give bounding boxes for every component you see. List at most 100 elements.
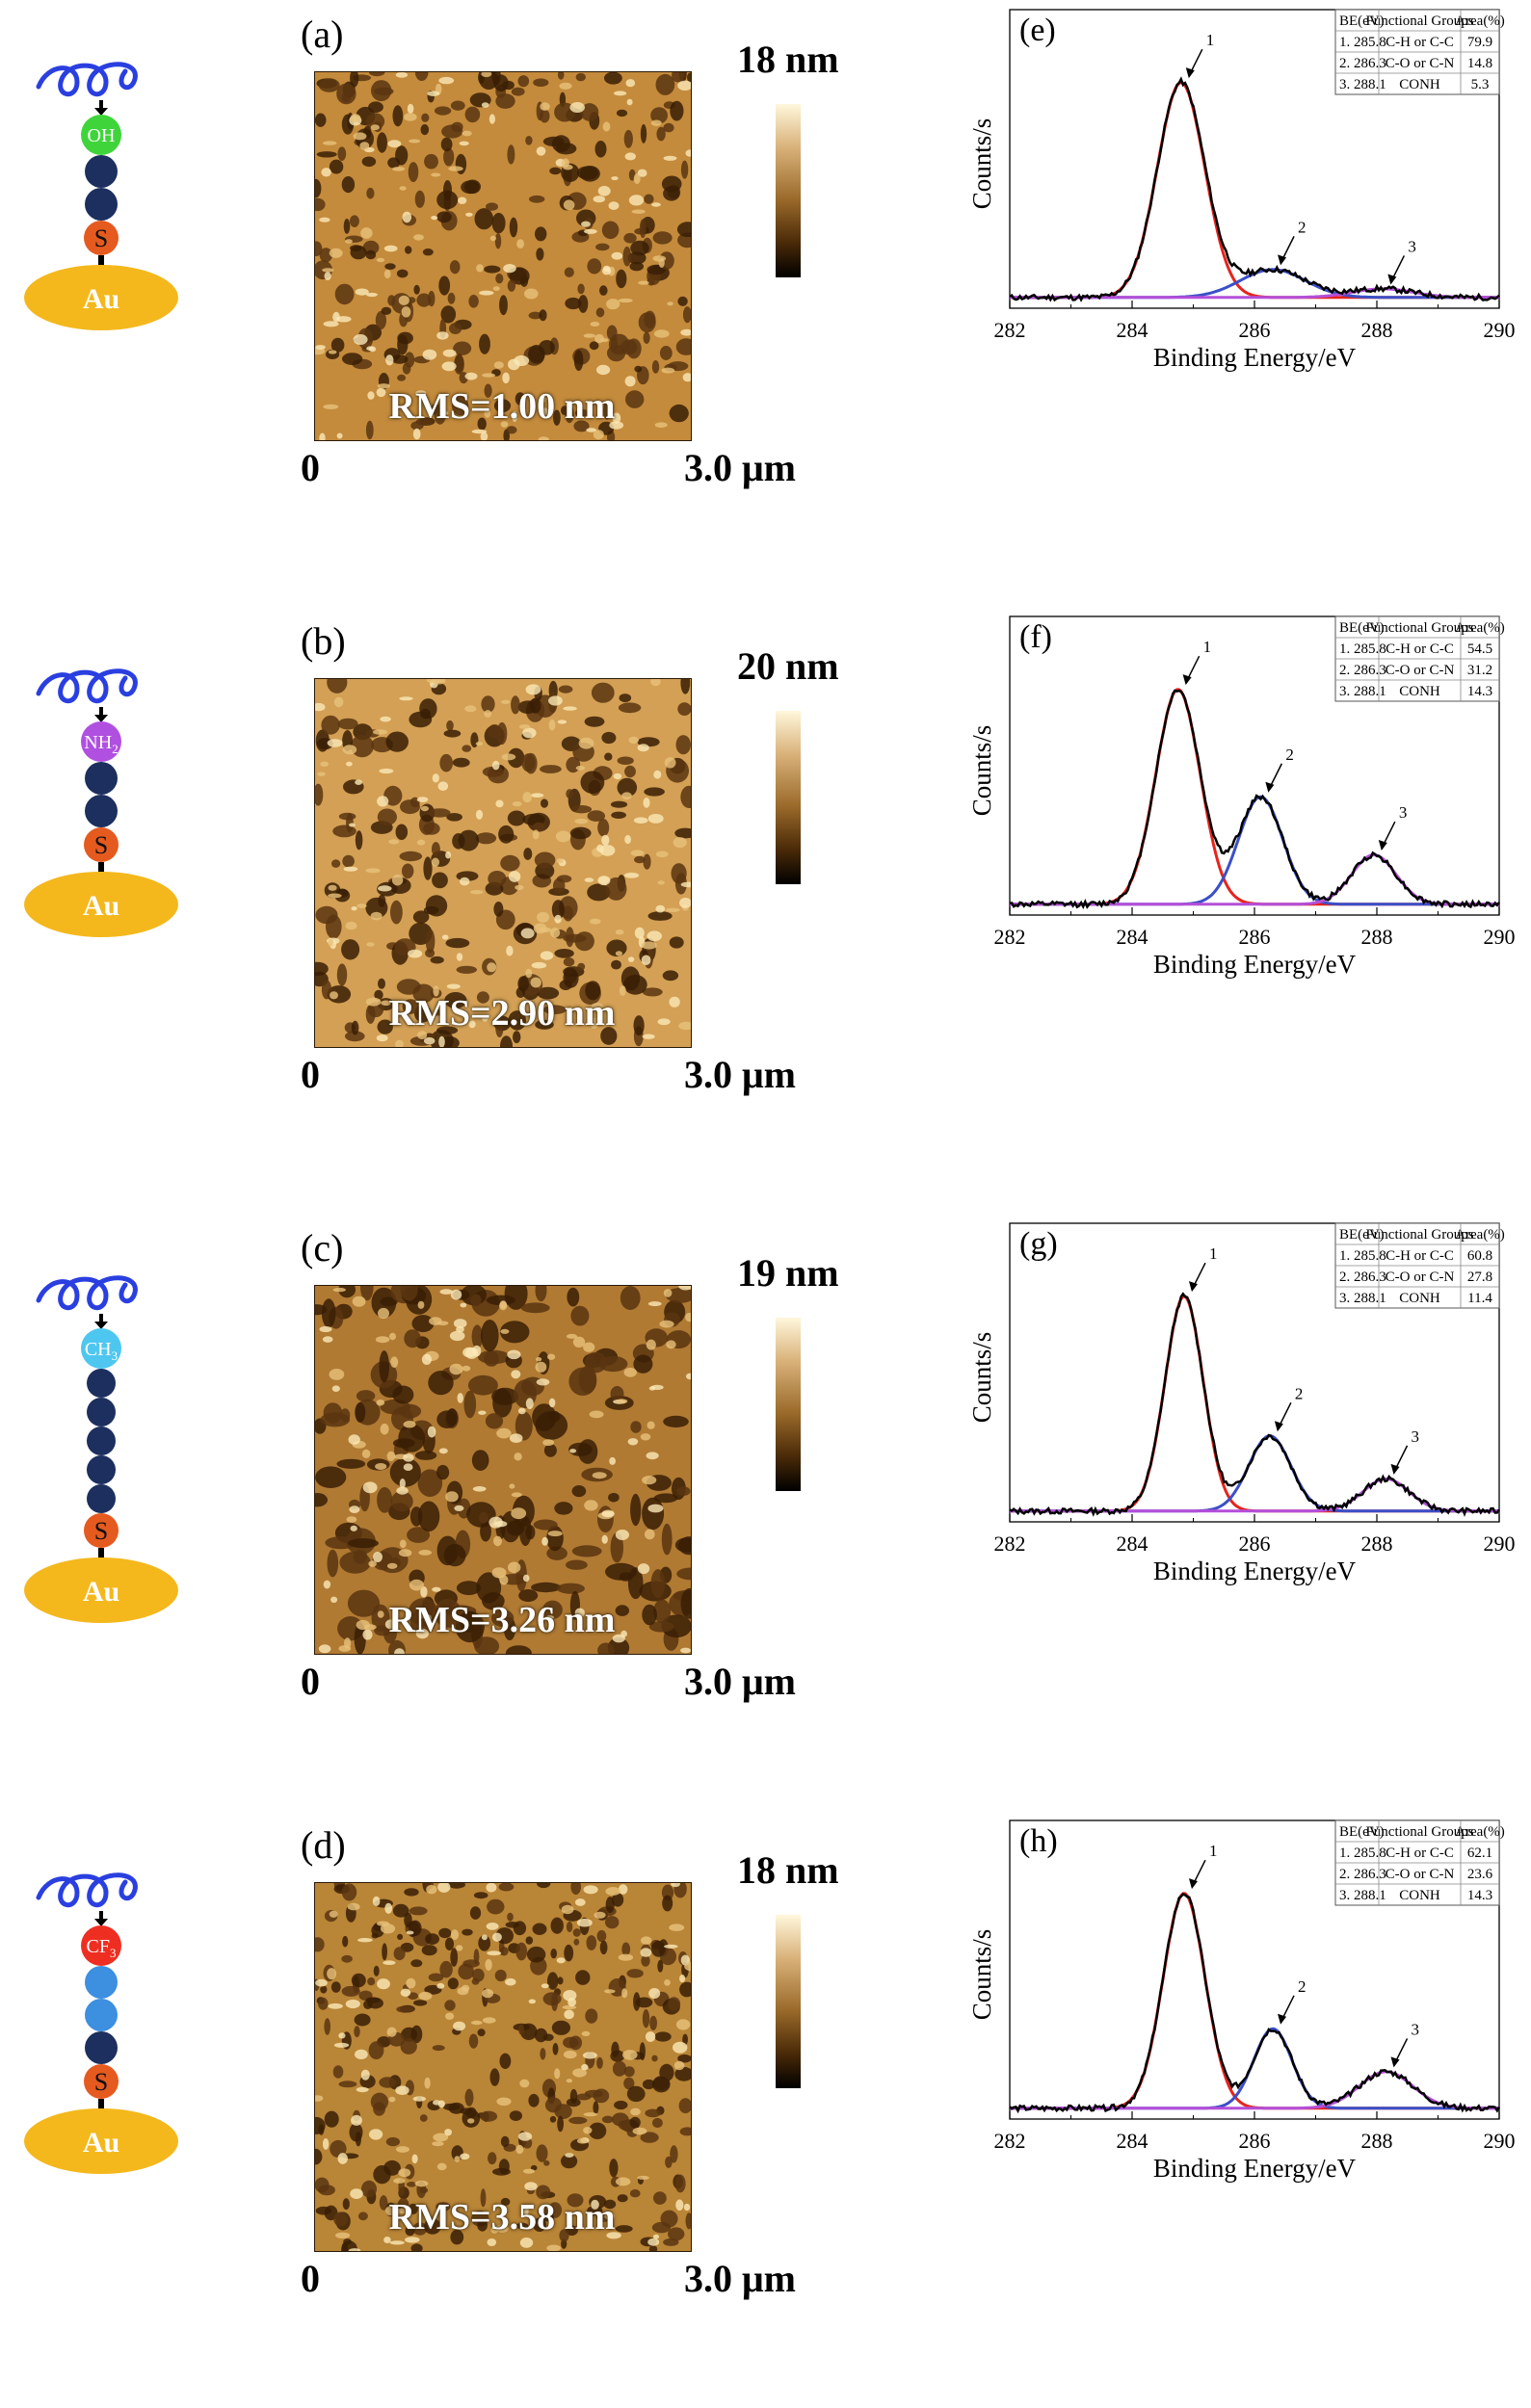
afm-peak xyxy=(547,1531,563,1537)
afm-peak xyxy=(641,955,651,966)
afm-peak xyxy=(355,288,369,296)
afm-pit xyxy=(414,1451,437,1460)
afm-pit xyxy=(447,1977,459,1990)
arrow-stem xyxy=(99,1314,103,1323)
afm-pit xyxy=(647,911,673,921)
table-cell: Area(%) xyxy=(1455,13,1505,29)
afm-pit xyxy=(662,970,679,982)
afm-peak xyxy=(432,1586,441,1592)
afm-peak xyxy=(499,1575,509,1585)
afm-pit xyxy=(594,141,607,158)
table-cell: 60.8 xyxy=(1467,1248,1492,1264)
afm-pit xyxy=(665,1288,691,1303)
afm-peak xyxy=(465,212,473,217)
afm-peak xyxy=(315,348,326,355)
afm-peak xyxy=(575,766,586,771)
afm-peak xyxy=(655,904,666,913)
afm-peak xyxy=(486,1923,499,1930)
afm-pit xyxy=(587,258,602,275)
head-group-circle xyxy=(81,1925,121,1966)
afm-pit xyxy=(462,1959,480,1968)
afm-pit xyxy=(507,279,516,292)
afm-pit xyxy=(669,404,689,423)
afm-pit xyxy=(378,978,385,989)
afm-peak xyxy=(476,264,484,273)
afm-peak xyxy=(627,1438,639,1446)
afm-pit xyxy=(481,695,495,713)
afm-peak xyxy=(396,1486,409,1495)
afm-peak xyxy=(417,1300,425,1309)
afm-peak xyxy=(384,2206,397,2216)
afm-pit xyxy=(578,1365,597,1394)
afm-peak xyxy=(401,306,411,318)
fit-peak-1 xyxy=(1010,1295,1499,1513)
afm-peak xyxy=(645,2031,656,2042)
afm-peak xyxy=(450,1289,462,1300)
afm-peak xyxy=(615,951,622,956)
afm-peak xyxy=(377,383,390,389)
afm-pit xyxy=(572,1928,581,1937)
fit-peak-2 xyxy=(1010,1434,1499,1513)
afm-peak xyxy=(642,1476,657,1485)
afm-pit xyxy=(438,1927,452,1939)
afm-pit xyxy=(365,420,374,440)
afm-pit xyxy=(392,1385,414,1404)
envelope-spectrum-line xyxy=(1009,1292,1501,1517)
chain-bead xyxy=(85,188,118,221)
afm-pit xyxy=(559,980,572,990)
chain-bead xyxy=(87,1369,116,1398)
head-group-label: CH3 xyxy=(85,1339,118,1363)
afm-pit xyxy=(315,2148,323,2165)
afm-peak xyxy=(387,140,402,148)
table-cell: 14.3 xyxy=(1467,1888,1492,1903)
afm-pit xyxy=(669,936,684,949)
afm-pit xyxy=(544,2097,563,2113)
afm-pit xyxy=(663,122,674,133)
afm-peak xyxy=(642,1034,655,1039)
afm-topography-image xyxy=(314,1285,692,1655)
afm-peak xyxy=(641,941,657,950)
afm-peak xyxy=(657,1018,671,1026)
afm-pit xyxy=(655,73,675,95)
afm-peak xyxy=(522,727,537,739)
afm-pit xyxy=(439,753,453,772)
afm-peak xyxy=(403,113,417,121)
afm-pit xyxy=(604,72,622,85)
afm-pit xyxy=(601,731,617,745)
afm-peak xyxy=(596,364,611,376)
height-colorbar xyxy=(776,711,801,884)
afm-peak xyxy=(412,2096,426,2102)
afm-pit xyxy=(542,1600,563,1619)
afm-pit xyxy=(479,2110,498,2122)
afm-pit xyxy=(321,1298,336,1328)
afm-peak xyxy=(540,951,554,960)
afm-peak xyxy=(515,2144,524,2155)
afm-peak xyxy=(376,1400,385,1406)
afm-pit xyxy=(417,1469,443,1497)
afm-pit xyxy=(343,219,351,234)
rms-label: RMS=2.90 nm xyxy=(388,993,616,1034)
afm-peak xyxy=(566,2079,573,2083)
afm-peak xyxy=(353,132,367,141)
afm-pit xyxy=(674,2066,691,2081)
afm-pit xyxy=(668,2227,685,2241)
afm-pit xyxy=(407,1527,431,1543)
rms-label: RMS=3.58 nm xyxy=(388,2197,616,2238)
fit-peak-3 xyxy=(1010,853,1499,906)
afm-peak xyxy=(378,885,392,892)
afm-pit xyxy=(491,72,501,86)
afm-pit xyxy=(533,78,549,87)
afm-peak xyxy=(664,757,676,769)
y-axis-title: Counts/s xyxy=(967,725,996,817)
afm-panel: (b) RMS=2.90 nm 20 nm 0 3.0 μm xyxy=(289,607,867,1146)
afm-peak xyxy=(501,753,516,761)
afm-pit xyxy=(568,2035,582,2051)
afm-pit xyxy=(471,1450,489,1471)
afm-peak xyxy=(327,739,343,747)
afm-pit xyxy=(341,1883,357,1901)
afm-peak xyxy=(533,923,547,934)
arrow-stem xyxy=(99,100,103,110)
afm-peak xyxy=(370,911,383,921)
afm-pit xyxy=(650,1569,666,1599)
afm-pit xyxy=(610,1386,624,1402)
